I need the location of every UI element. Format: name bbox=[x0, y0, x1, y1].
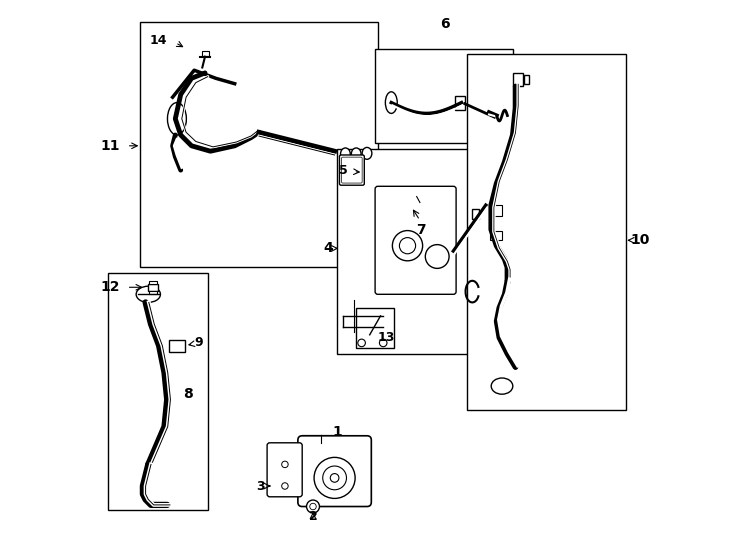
Bar bbox=[490, 205, 502, 216]
FancyBboxPatch shape bbox=[339, 155, 364, 185]
Bar bbox=[455, 96, 465, 110]
Bar bbox=[467, 54, 626, 410]
Circle shape bbox=[323, 466, 346, 490]
Circle shape bbox=[310, 503, 316, 510]
Bar bbox=[472, 209, 479, 219]
Bar bbox=[490, 231, 502, 240]
Text: 14: 14 bbox=[150, 34, 167, 47]
Text: 10: 10 bbox=[631, 233, 650, 247]
Text: 8: 8 bbox=[184, 387, 193, 401]
Circle shape bbox=[330, 474, 339, 482]
Text: 11: 11 bbox=[101, 139, 120, 153]
Ellipse shape bbox=[136, 286, 161, 302]
Ellipse shape bbox=[411, 189, 423, 204]
Circle shape bbox=[379, 339, 387, 347]
Bar bbox=[150, 291, 157, 294]
Text: 3: 3 bbox=[255, 480, 264, 492]
Bar bbox=[203, 51, 208, 56]
FancyBboxPatch shape bbox=[375, 186, 456, 294]
Circle shape bbox=[357, 339, 366, 347]
Text: 5: 5 bbox=[339, 164, 348, 177]
Circle shape bbox=[282, 483, 288, 489]
Circle shape bbox=[307, 500, 319, 513]
Text: 6: 6 bbox=[440, 17, 450, 31]
Bar bbox=[356, 308, 394, 348]
Circle shape bbox=[282, 461, 288, 468]
FancyBboxPatch shape bbox=[298, 436, 371, 507]
Text: 13: 13 bbox=[377, 331, 395, 344]
Bar bbox=[338, 148, 486, 354]
Circle shape bbox=[399, 238, 415, 254]
Ellipse shape bbox=[167, 103, 186, 135]
Bar bbox=[513, 73, 523, 86]
FancyBboxPatch shape bbox=[341, 157, 362, 183]
Bar bbox=[108, 273, 208, 510]
Ellipse shape bbox=[341, 148, 350, 160]
Bar bbox=[375, 49, 513, 143]
Bar bbox=[150, 281, 157, 284]
FancyBboxPatch shape bbox=[267, 443, 302, 497]
Bar bbox=[169, 340, 185, 352]
Circle shape bbox=[393, 231, 423, 261]
Text: 7: 7 bbox=[416, 222, 426, 237]
Circle shape bbox=[314, 457, 355, 498]
Bar bbox=[140, 22, 378, 267]
Text: 9: 9 bbox=[195, 336, 203, 349]
Text: 12: 12 bbox=[101, 280, 120, 294]
Text: 4: 4 bbox=[324, 241, 333, 255]
Bar bbox=[523, 75, 529, 84]
Bar bbox=[148, 284, 158, 291]
Text: 2: 2 bbox=[308, 510, 317, 523]
Ellipse shape bbox=[385, 92, 397, 113]
Circle shape bbox=[425, 245, 449, 268]
Ellipse shape bbox=[491, 378, 513, 394]
Ellipse shape bbox=[362, 147, 372, 159]
Ellipse shape bbox=[352, 148, 361, 160]
Text: 1: 1 bbox=[333, 425, 342, 439]
